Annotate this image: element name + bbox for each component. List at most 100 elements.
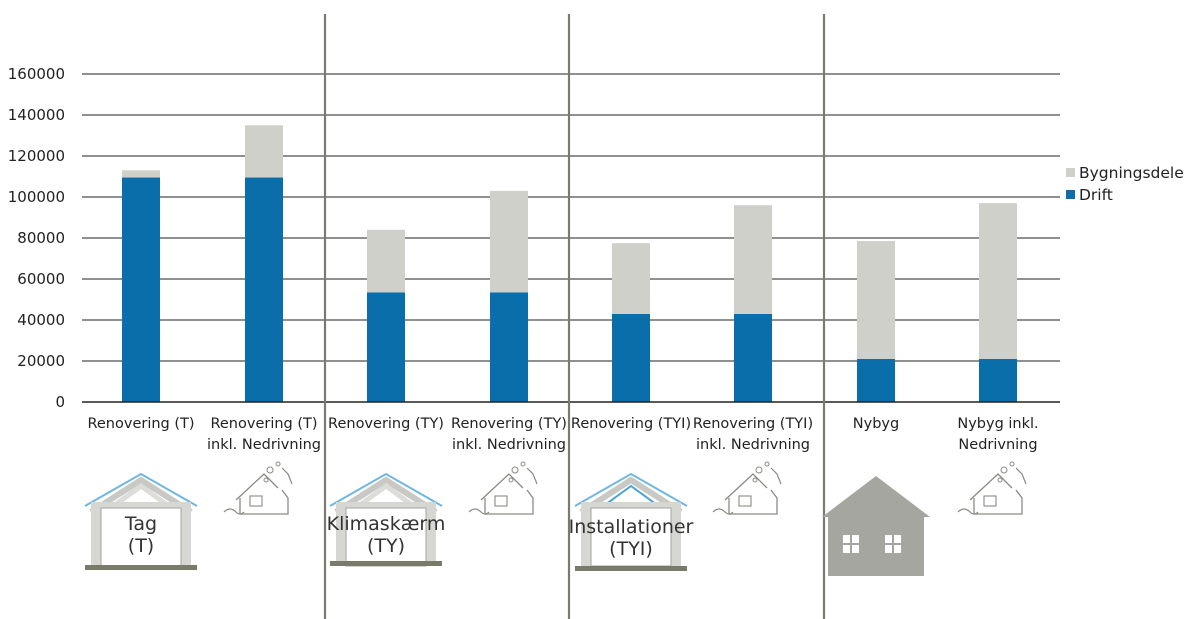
demo-roof [724,473,768,501]
wall-inner [590,507,672,567]
demo-rubble [712,508,734,515]
demo-debris [752,477,758,483]
demo-chimney [770,467,782,485]
bar-bygningsdele [734,205,772,314]
axis: 0 20000 40000 60000 80000 100000 120000 140000 1… [8,65,1060,453]
demo-roof [480,473,524,501]
icon-label: Installationer [569,516,694,538]
legend-label: Drift [1079,186,1113,204]
x-category-label: Renovering (T) [87,416,194,432]
bar-drift [367,292,405,402]
x-category-label: Renovering (TY) [328,416,444,432]
roof-layer [84,472,198,507]
x-category-label: Renovering (TYI) [571,416,691,432]
roof-layer [89,476,193,515]
new-roof [822,476,930,517]
demo-debris [520,461,526,467]
demo-rubble [468,508,490,515]
y-tick-label: 40000 [17,311,65,329]
demo-debris [263,477,269,483]
demo-debris [997,477,1003,483]
demo-window [249,495,263,507]
ground [85,565,197,570]
demo-chimney [281,467,293,485]
x-category-label: inkl. Nedrivning [207,437,321,453]
new-walls [828,515,924,576]
y-tick-label: 160000 [8,65,65,83]
wall-inner [345,507,427,567]
installationer-house-icon: Installationer(TYI) [569,472,694,571]
x-category-label: Nybyg inkl. [957,416,1038,432]
bar-bygningsdele [979,203,1017,359]
icon-label: (TY) [367,535,405,557]
legend-label: Bygningsdele [1079,164,1184,182]
demo-debris [755,466,763,474]
group-separators [323,14,826,619]
x-category-label: Renovering (T) [210,416,317,432]
legend-swatch-bygningsdele [1066,168,1075,177]
demolition-house-icon [223,461,293,515]
roof-layer [579,476,683,515]
bar-bygningsdele [612,243,650,314]
demolition-house-icon [712,461,782,515]
bar-bygningsdele [245,125,283,178]
wall-inner [100,507,182,567]
demo-window [494,495,508,507]
bar-bygningsdele [367,229,405,293]
icon-label: (TYI) [609,538,653,560]
bar-drift [122,177,160,402]
gridlines [82,73,1060,362]
demo-roof [969,473,1013,501]
demolition-house-icon [957,461,1027,515]
y-tick-label: 100000 [8,188,65,206]
bar-drift [734,313,772,402]
demo-rubble [957,508,979,515]
demo-walls [728,489,778,515]
demo-chimney [1015,467,1027,485]
bars [122,125,1017,402]
ground [575,566,687,571]
demo-debris [1009,461,1015,467]
y-tick-label: 0 [55,393,65,411]
roof-layer [574,472,688,507]
demo-window [738,495,752,507]
demo-walls [973,489,1023,515]
demo-debris [1000,466,1008,474]
demo-walls [484,489,534,515]
legend: Bygningsdele Drift [1066,164,1184,204]
y-tick-label: 140000 [8,106,65,124]
demo-rubble [223,508,245,515]
icon-label: Klimaskærm [327,513,446,535]
roof-layer [329,472,443,507]
x-category-label: Nybyg [853,416,899,432]
demo-debris [764,461,770,467]
demo-debris [508,477,514,483]
demo-debris [266,466,274,474]
tag-house-icon: Tag(T) [84,472,198,570]
x-category-label: Renovering (TYI) [693,416,813,432]
icon-label: Tag [124,513,157,535]
bar-bygningsdele [490,190,528,293]
bar-bygningsdele [122,170,160,178]
legend-swatch-drift [1066,190,1075,199]
demo-walls [239,489,289,515]
bar-drift [612,313,650,402]
demo-roof [235,473,279,501]
bar-drift [245,177,283,402]
bar-drift [490,292,528,402]
building-icons: Tag(T) Klimaskærm(TY) Installationer(TYI) [84,461,1027,576]
bar-drift [979,358,1017,402]
bar-drift [857,358,895,402]
demo-window [983,495,997,507]
klimaskaerm-house-icon: Klimaskærm(TY) [327,472,446,567]
demo-debris [275,461,281,467]
demolition-house-icon [468,461,538,515]
roof-layer [334,476,438,515]
x-category-label: inkl. Nedrivning [452,437,566,453]
x-category-label: inkl. Nedrivning [696,437,810,453]
new-house-icon [822,476,930,576]
x-category-label: Nedrivning [958,437,1037,453]
x-category-label: Renovering (TY) [451,416,567,432]
demo-chimney [526,467,538,485]
demo-debris [511,466,519,474]
